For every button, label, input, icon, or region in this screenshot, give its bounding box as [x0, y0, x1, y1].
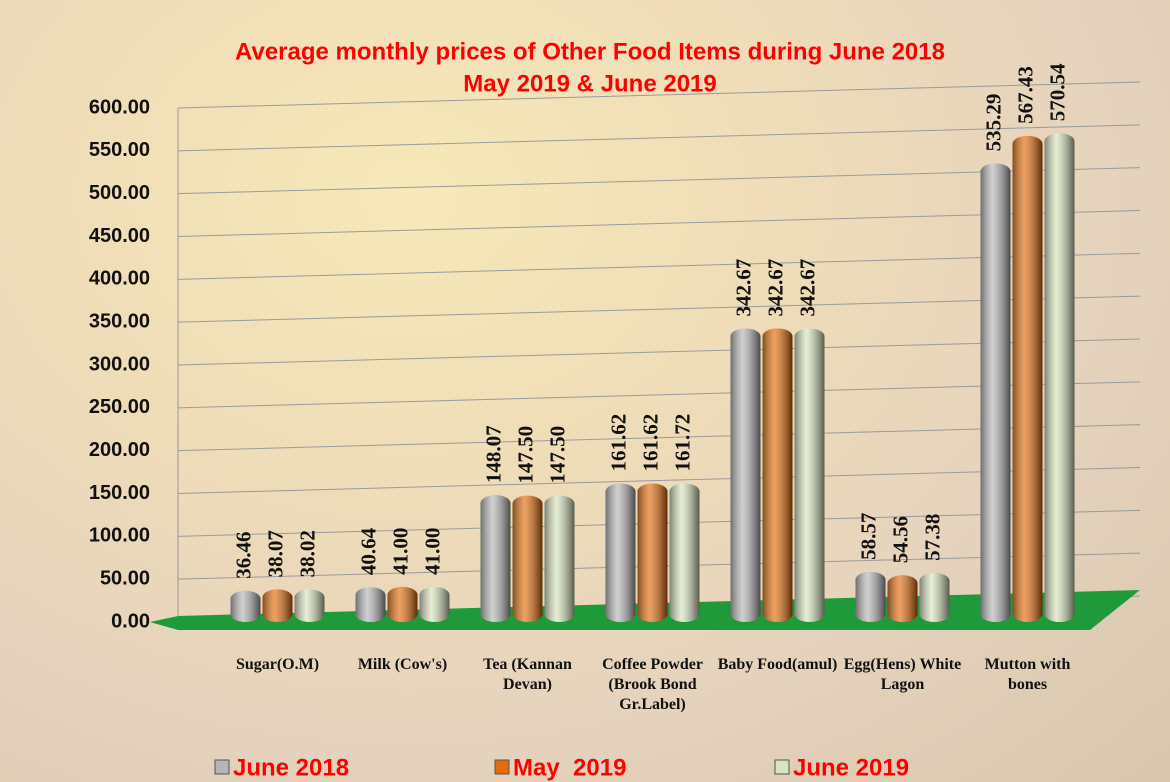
- y-tick-label: 350.00: [89, 310, 150, 332]
- data-label: 58.57: [856, 513, 880, 560]
- grid-line: [177, 467, 1141, 494]
- grid-line: [177, 124, 1141, 152]
- y-tick-label: 100.00: [89, 525, 150, 547]
- y-tick-label: 50.00: [100, 567, 150, 589]
- y-tick-label: 450.00: [89, 225, 150, 247]
- y-tick-label: 300.00: [89, 353, 150, 375]
- bar: [355, 587, 386, 622]
- grid-line: [177, 210, 1141, 237]
- y-tick-label: 200.00: [89, 439, 150, 461]
- legend-label: June 2018: [233, 754, 349, 781]
- y-tick-label: 400.00: [89, 268, 150, 290]
- bar: [262, 589, 293, 622]
- bar: [544, 495, 575, 622]
- legend-swatch: [494, 759, 510, 775]
- data-label: 161.62: [606, 414, 630, 472]
- bar: [637, 483, 668, 622]
- chart-title: Average monthly prices of Other Food Ite…: [235, 38, 945, 65]
- data-label: 570.54: [1045, 63, 1069, 121]
- grid-line: [177, 252, 1141, 280]
- grid-line: [177, 381, 1141, 409]
- bar: [230, 590, 261, 622]
- y-tick-label: 600.00: [89, 96, 150, 118]
- data-label: 41.00: [388, 528, 412, 575]
- bar: [512, 495, 543, 622]
- bar: [294, 589, 325, 622]
- data-label: 36.46: [231, 532, 255, 579]
- bar: [980, 163, 1011, 622]
- data-label: 342.67: [731, 259, 755, 317]
- y-tick-label: 500.00: [89, 182, 150, 204]
- x-tick-label: Mutton with bones: [984, 656, 1071, 693]
- bar: [762, 328, 793, 622]
- bar: [855, 571, 886, 622]
- legend-label: June 2019: [793, 754, 909, 781]
- data-label: 38.07: [263, 530, 287, 577]
- y-tick-label: 0.00: [111, 610, 150, 632]
- data-label: 41.00: [420, 528, 444, 575]
- data-label: 567.43: [1013, 66, 1037, 124]
- bar: [794, 328, 825, 622]
- bar: [605, 483, 636, 622]
- grid-line: [177, 295, 1141, 323]
- data-label: 535.29: [981, 94, 1005, 152]
- x-tick-label: Tea (Kannan Devan): [483, 656, 572, 693]
- y-tick-label: 250.00: [89, 396, 150, 418]
- bar: [887, 575, 918, 622]
- legend-swatch: [774, 759, 790, 775]
- data-label: 57.38: [920, 514, 944, 561]
- bar: [1044, 133, 1075, 622]
- x-tick-label: Milk (Cow's): [357, 656, 448, 673]
- data-label: 148.07: [481, 425, 505, 483]
- data-label: 342.67: [763, 259, 787, 317]
- bar: [1012, 135, 1043, 623]
- bar: [919, 572, 950, 622]
- data-label: 161.72: [670, 414, 694, 472]
- legend-label: May 2019: [513, 754, 626, 781]
- bar: [669, 483, 700, 622]
- bar: [730, 328, 761, 622]
- x-tick-label: Coffee Powder (Brook Bond Gr.Label): [602, 656, 703, 713]
- y-tick-label: 550.00: [89, 139, 150, 161]
- x-tick-label: Baby Food(amul): [717, 656, 838, 673]
- legend-swatch: [214, 759, 230, 775]
- data-label: 161.62: [638, 414, 662, 472]
- bar: [387, 586, 418, 622]
- grid-line: [177, 424, 1141, 452]
- data-label: 147.50: [545, 426, 569, 484]
- data-label: 54.56: [888, 516, 912, 563]
- bar: [419, 586, 450, 622]
- grid-line: [177, 167, 1141, 195]
- data-label: 342.67: [795, 259, 819, 317]
- grid-line: [177, 338, 1141, 366]
- grid-line: [177, 81, 1141, 109]
- y-tick-label: 150.00: [89, 482, 150, 504]
- data-label: 38.02: [295, 530, 319, 577]
- data-label: 40.64: [356, 527, 380, 575]
- x-tick-label: Sugar(O.M): [235, 656, 320, 673]
- chart-subtitle: May 2019 & June 2019: [463, 70, 717, 97]
- data-label: 147.50: [513, 426, 537, 484]
- bar: [480, 495, 511, 622]
- x-tick-label: Egg(Hens) White Lagon: [843, 656, 962, 693]
